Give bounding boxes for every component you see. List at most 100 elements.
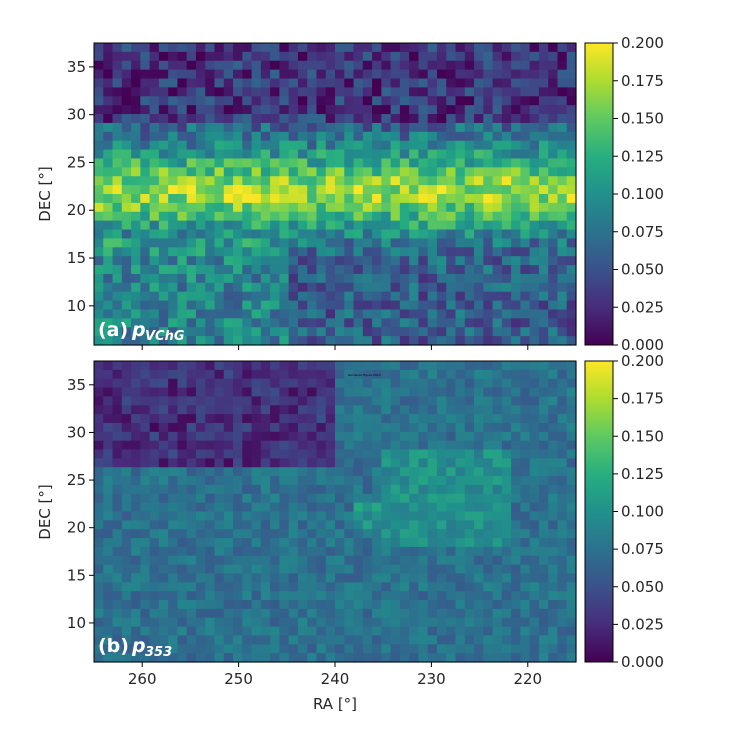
heatmap-cell — [455, 644, 466, 654]
heatmap-cell — [158, 555, 169, 566]
heatmap-cell — [362, 229, 373, 240]
x-tick-label: 250 — [224, 670, 253, 688]
heatmap-cell — [566, 229, 577, 240]
heatmap-cell — [529, 176, 540, 186]
heatmap-cell — [538, 282, 549, 293]
heatmap-cell — [316, 538, 327, 548]
heatmap-cell — [233, 60, 243, 71]
heatmap-cell — [214, 484, 225, 495]
heatmap-cell — [205, 493, 216, 504]
y-tick-label: 30 — [67, 423, 86, 441]
heatmap-cell — [297, 158, 308, 168]
heatmap-cell — [307, 502, 318, 513]
heatmap-cell — [474, 546, 484, 557]
heatmap-cell — [121, 176, 132, 186]
heatmap-cell — [279, 396, 290, 406]
heatmap-cell — [492, 467, 503, 477]
heatmap-cell — [251, 502, 262, 513]
heatmap-cell — [492, 405, 503, 415]
heatmap-cell — [520, 336, 531, 346]
heatmap-cell — [372, 327, 382, 337]
heatmap-cell — [362, 78, 373, 89]
heatmap-cell — [279, 256, 290, 266]
heatmap-cell — [131, 176, 141, 186]
heatmap-cell — [103, 555, 114, 566]
heatmap-cell — [464, 220, 475, 231]
colorbar-ticks-b: 0.0000.0250.0500.0750.1000.1250.1500.175… — [613, 352, 664, 671]
heatmap-cell — [186, 529, 197, 539]
heatmap-cell — [177, 60, 188, 71]
heatmap-cell — [381, 653, 392, 663]
heatmap-cell — [205, 220, 216, 231]
heatmap-cell — [260, 555, 271, 566]
heatmap-cell — [288, 194, 299, 204]
heatmap-cell — [260, 122, 271, 133]
heatmap-cell — [205, 78, 216, 89]
heatmap-cell — [501, 405, 512, 415]
heatmap-cell — [121, 573, 132, 583]
heatmap-cell — [381, 131, 392, 142]
heatmap-cell — [464, 644, 475, 654]
heatmap-cell — [446, 96, 457, 106]
heatmap-cell — [492, 60, 503, 71]
heatmap-cell — [372, 511, 382, 521]
heatmap-cell — [307, 247, 318, 257]
heatmap-cell — [418, 309, 429, 319]
heatmap-cell — [464, 635, 475, 645]
heatmap-cell — [168, 405, 179, 415]
heatmap-cell — [464, 396, 475, 406]
heatmap-cell — [168, 185, 179, 195]
heatmap-cell — [538, 202, 549, 213]
heatmap-cell — [316, 600, 327, 610]
heatmap-cell — [205, 422, 216, 433]
heatmap-cell — [149, 502, 160, 513]
heatmap-cell — [511, 573, 521, 583]
x-ticks-a — [141, 345, 529, 350]
heatmap-cell — [409, 617, 420, 628]
heatmap-cell — [223, 458, 234, 468]
heatmap-cell — [177, 361, 188, 371]
heatmap-cell — [511, 467, 521, 477]
heatmap-cell — [446, 538, 457, 548]
heatmap-cell — [270, 300, 280, 311]
heatmap-cell — [390, 78, 401, 89]
heatmap-cell — [94, 617, 104, 628]
heatmap-cell — [520, 529, 531, 539]
heatmap-cell — [297, 229, 308, 240]
heatmap-cell — [233, 229, 243, 240]
heatmap-cell — [520, 256, 531, 266]
heatmap-cell — [446, 158, 457, 168]
heatmap-cell — [335, 282, 345, 293]
heatmap-cell — [140, 458, 151, 468]
heatmap-cell — [446, 273, 457, 284]
heatmap-cell — [195, 60, 206, 71]
heatmap-cell — [409, 220, 420, 231]
heatmap-cell — [474, 60, 484, 71]
heatmap-cell — [335, 608, 345, 619]
heatmap-cell — [186, 149, 197, 160]
heatmap-cell — [427, 273, 438, 284]
heatmap-cell — [362, 564, 373, 575]
heatmap-cell — [557, 653, 568, 663]
heatmap-cell — [195, 378, 206, 389]
heatmap-cell — [297, 265, 308, 275]
heatmap-cell — [186, 440, 197, 451]
heatmap-cell — [316, 105, 327, 115]
heatmap-cell — [131, 96, 141, 106]
heatmap-cell — [474, 405, 484, 415]
heatmap-cell — [186, 582, 197, 592]
heatmap-cell — [548, 546, 559, 557]
heatmap-cell — [427, 573, 438, 583]
heatmap-cell — [177, 185, 188, 195]
heatmap-cell — [205, 229, 216, 240]
heatmap-cell — [214, 396, 225, 406]
heatmap-cell — [464, 511, 475, 521]
heatmap-cell — [94, 476, 104, 486]
heatmap-cell — [279, 167, 290, 177]
heatmap-cell — [446, 387, 457, 398]
heatmap-cell — [353, 405, 364, 415]
heatmap-cell — [297, 617, 308, 628]
heatmap-cell — [501, 520, 512, 530]
y-tick-label: 35 — [67, 376, 86, 394]
heatmap-cell — [307, 78, 318, 89]
